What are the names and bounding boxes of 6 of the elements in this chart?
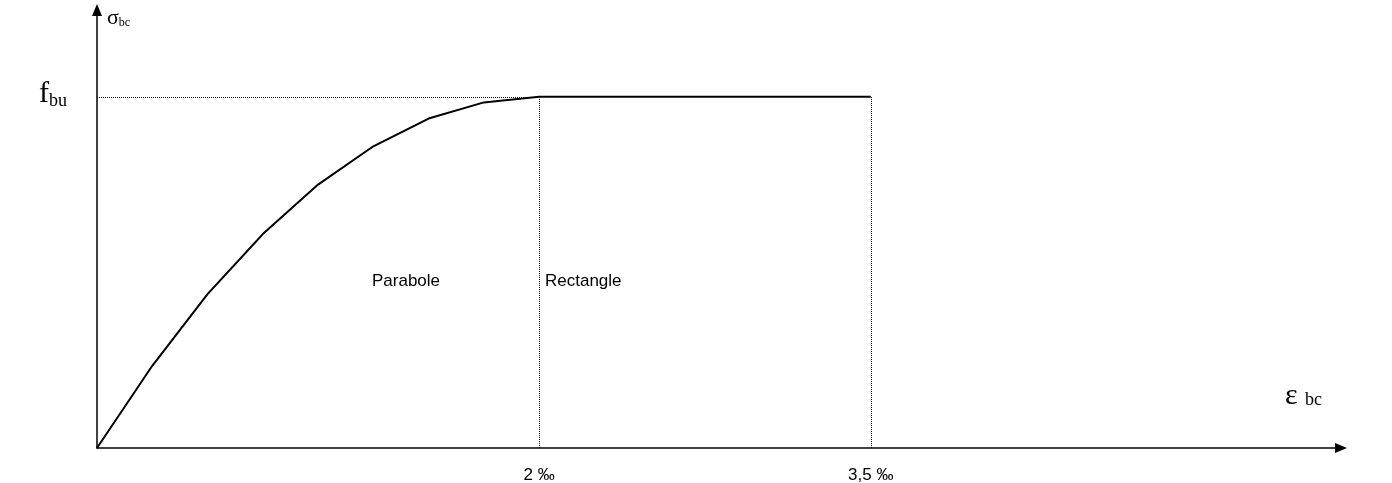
x-tick-label: 3,5 ‰ (848, 465, 894, 483)
ref-line-label: f$_{bu}$ (39, 74, 67, 110)
annotation: Rectangle (545, 270, 622, 290)
x-axis-title: ε bc (1285, 376, 1323, 410)
annotation: Parabole (372, 270, 441, 290)
x-tick-label: 2 ‰ (523, 465, 555, 483)
